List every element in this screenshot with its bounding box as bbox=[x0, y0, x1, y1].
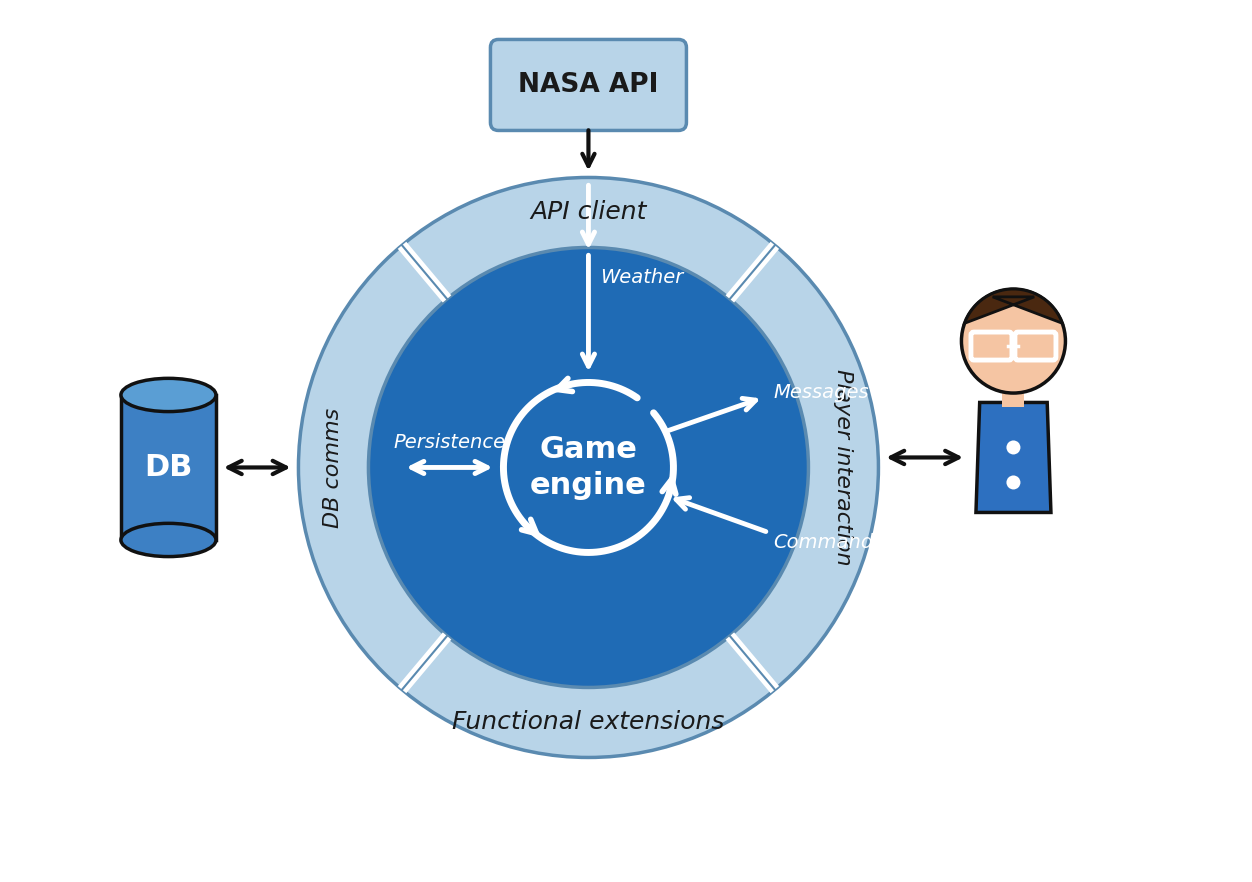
Circle shape bbox=[1007, 440, 1020, 454]
FancyBboxPatch shape bbox=[121, 395, 215, 540]
Circle shape bbox=[962, 289, 1065, 393]
Text: Messages: Messages bbox=[774, 383, 869, 402]
Text: API client: API client bbox=[531, 200, 646, 224]
Text: DB comms: DB comms bbox=[323, 407, 343, 527]
FancyBboxPatch shape bbox=[1003, 383, 1024, 407]
Polygon shape bbox=[977, 402, 1050, 512]
Text: Weather: Weather bbox=[601, 268, 684, 287]
Circle shape bbox=[368, 248, 809, 687]
Polygon shape bbox=[964, 289, 1062, 324]
Ellipse shape bbox=[121, 378, 215, 412]
Text: Commands: Commands bbox=[774, 533, 884, 552]
Text: Player interaction: Player interaction bbox=[834, 370, 854, 565]
Circle shape bbox=[1007, 475, 1020, 490]
Ellipse shape bbox=[121, 523, 215, 557]
Circle shape bbox=[298, 177, 879, 758]
Text: Game
engine: Game engine bbox=[530, 435, 647, 500]
FancyBboxPatch shape bbox=[491, 40, 686, 131]
FancyBboxPatch shape bbox=[972, 332, 1012, 360]
Text: Persistence: Persistence bbox=[393, 433, 506, 452]
Text: NASA API: NASA API bbox=[518, 72, 659, 98]
Text: Functional extensions: Functional extensions bbox=[452, 711, 725, 735]
FancyBboxPatch shape bbox=[1015, 332, 1055, 360]
Text: DB: DB bbox=[144, 453, 193, 482]
